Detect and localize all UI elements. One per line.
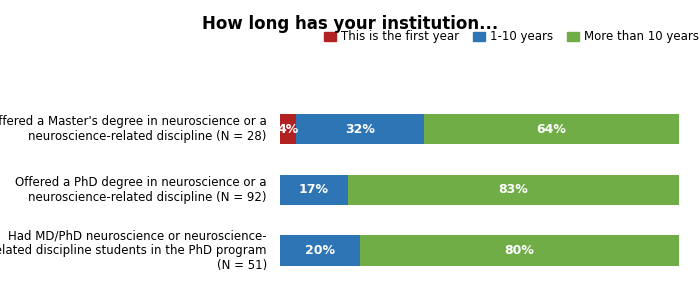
Text: 64%: 64% (536, 123, 566, 136)
Bar (348, 175, 679, 205)
Bar (296, 114, 423, 144)
Text: 4%: 4% (277, 123, 299, 136)
Legend: This is the first year, 1-10 years, More than 10 years: This is the first year, 1-10 years, More… (320, 25, 700, 48)
Bar (360, 236, 679, 266)
Bar (280, 236, 360, 266)
Bar (280, 114, 296, 144)
Text: 32%: 32% (345, 123, 375, 136)
Bar (280, 175, 348, 205)
Bar (424, 114, 679, 144)
Text: 20%: 20% (305, 244, 335, 257)
Text: How long has your institution...: How long has your institution... (202, 15, 498, 33)
Text: 80%: 80% (505, 244, 534, 257)
Text: 83%: 83% (498, 184, 528, 196)
Text: 17%: 17% (299, 184, 329, 196)
